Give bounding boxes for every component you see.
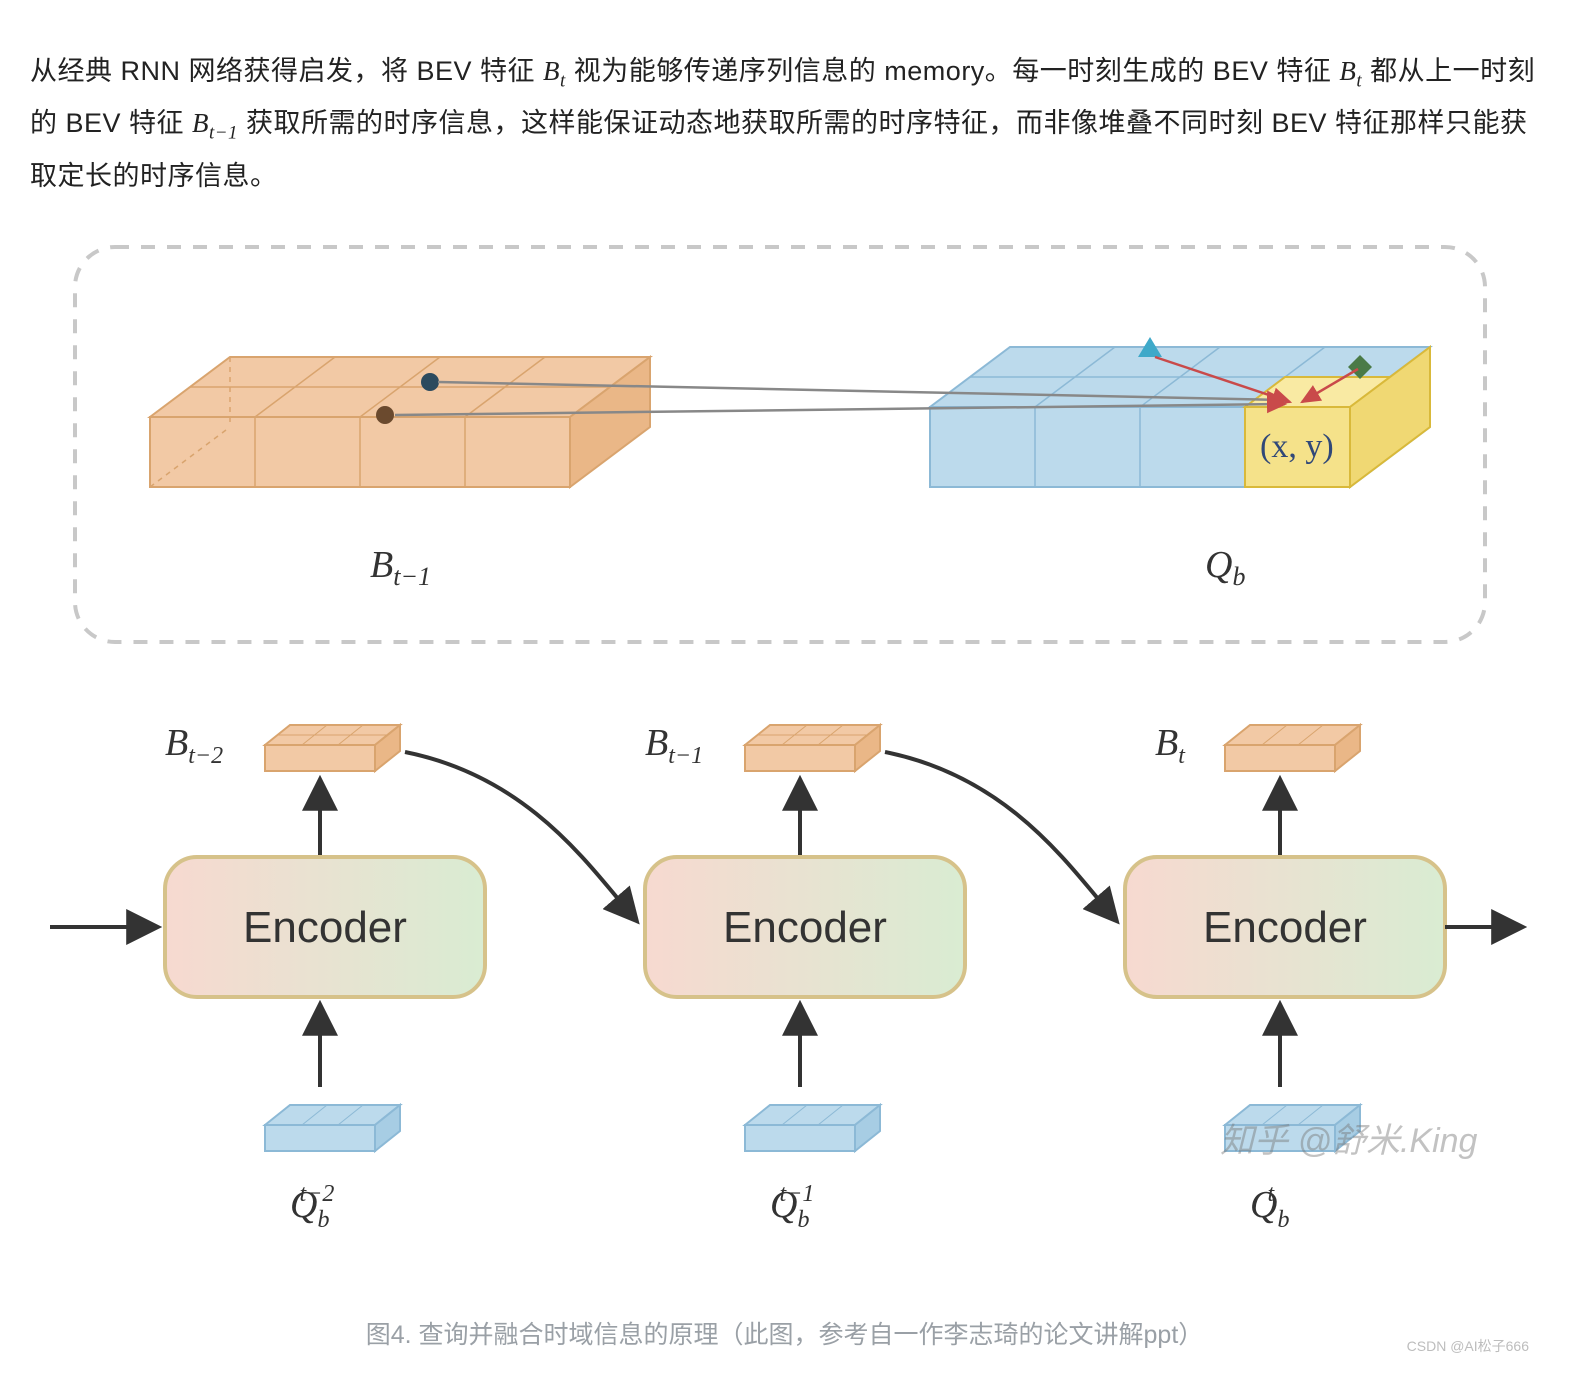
right-slab-label: Qb: [1205, 544, 1245, 591]
diagram-svg: Bt−1 (x, y): [30, 237, 1530, 1287]
top-label-0: Bt−2: [165, 722, 223, 769]
figure-4: Bt−1 (x, y): [30, 237, 1539, 1351]
math-bt-2: Bt: [1339, 56, 1362, 86]
bottom-label-2: Qbt: [1250, 1181, 1289, 1233]
top-label-2: Bt: [1155, 722, 1186, 769]
encoder-unit-0: Bt−2 Encoder Qbt−2: [165, 722, 485, 1233]
encoder-label-2: Encoder: [1203, 903, 1367, 952]
text-seg-2: 视为能够传递序列信息的 memory。每一时刻生成的 BEV 特征: [574, 56, 1340, 86]
figure-caption: 图4. 查询并融合时域信息的原理（此图，参考自一作李志琦的论文讲解ppt）: [30, 1315, 1539, 1351]
dot-brown: [376, 406, 394, 424]
intro-paragraph: 从经典 RNN 网络获得启发，将 BEV 特征 Bt 视为能够传递序列信息的 m…: [30, 47, 1539, 202]
top-label-1: Bt−1: [645, 722, 703, 769]
left-slab: [150, 357, 650, 487]
watermark-csdn: CSDN @AI松子666: [1407, 1336, 1529, 1356]
encoder-unit-1: Bt−1 Encoder Qbt−1: [645, 722, 965, 1233]
math-bt-1: Bt: [543, 56, 566, 86]
right-slab: (x, y): [930, 337, 1430, 487]
top-panel: Bt−1 (x, y): [75, 247, 1485, 642]
bottom-label-1: Qbt−1: [770, 1181, 814, 1233]
watermark-zhihu: 知乎 @舒米.King: [1220, 1122, 1478, 1160]
bottom-panel: Bt−2 Encoder Qbt−2: [50, 722, 1520, 1233]
text-seg-4: 获取所需的时序信息，这样能保证动态地获取所需的时序特征，而非像堆叠不同时刻 BE…: [30, 108, 1528, 190]
encoder-label-0: Encoder: [243, 903, 407, 952]
encoder-label-1: Encoder: [723, 903, 887, 952]
highlight-text: (x, y): [1260, 428, 1334, 465]
text-seg-1: 从经典 RNN 网络获得启发，将 BEV 特征: [30, 56, 543, 86]
math-bt-3: Bt−1: [192, 108, 238, 138]
left-slab-label: Bt−1: [370, 544, 431, 591]
bottom-label-0: Qbt−2: [290, 1181, 334, 1233]
dot-dark: [421, 373, 439, 391]
